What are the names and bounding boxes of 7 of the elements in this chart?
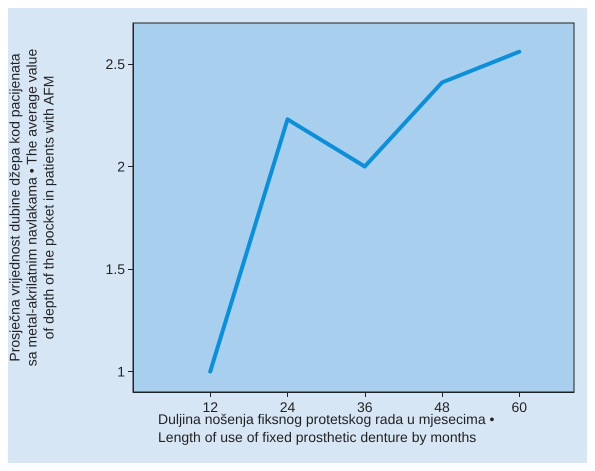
y-axis-title: Prosječna vrijednost dubine džepa kod pacijenata sa metal-akrilatnim navlakama • The average value of depth of the pocket in patients with AFM — [6, 48, 56, 366]
y-tick-label: 1.5 — [106, 261, 126, 277]
y-tick-label: 1 — [117, 364, 126, 380]
x-tick-label: 60 — [511, 399, 528, 415]
line-series — [208, 50, 522, 374]
y-tick-label: 2.5 — [106, 56, 126, 72]
y-tick-label: 2 — [117, 158, 126, 174]
